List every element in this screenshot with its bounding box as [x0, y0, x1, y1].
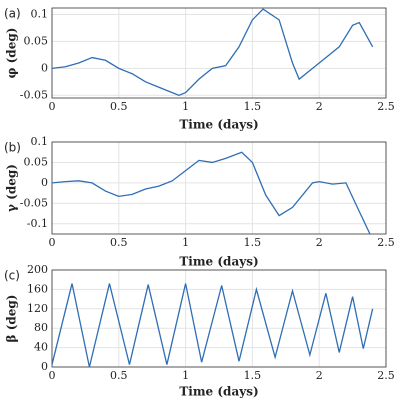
y-tick-label: 0.1	[31, 135, 49, 148]
panel-label: (b)	[4, 141, 21, 155]
x-tick-label: 1.5	[244, 236, 262, 249]
y-tick-label: 80	[34, 321, 48, 334]
x-axis-label: Time (days)	[179, 385, 258, 399]
x-tick-label: 0	[49, 100, 56, 113]
y-tick-label: 120	[27, 302, 48, 315]
y-tick-label: 0.05	[24, 34, 49, 47]
axes-box	[51, 141, 387, 235]
x-tick-label: 0.5	[110, 236, 128, 249]
x-tick-label: 2	[316, 100, 323, 113]
axes-box	[51, 269, 387, 368]
panel-label: (a)	[4, 7, 21, 21]
x-tick-label: 1	[182, 369, 189, 382]
x-tick-label: 0.5	[110, 369, 128, 382]
x-tick-label: 1	[182, 100, 189, 113]
x-tick-label: 1.5	[244, 369, 262, 382]
y-tick-label: 0.05	[24, 155, 49, 168]
x-tick-label: 1.5	[244, 100, 262, 113]
y-tick-label: 40	[34, 341, 48, 354]
y-axis-label: φ (deg)	[5, 28, 19, 79]
panel-label: (c)	[4, 269, 20, 283]
y-axis-label: β (deg)	[5, 295, 19, 343]
y-tick-label: 0.1	[31, 7, 49, 20]
x-axis-label: Time (days)	[179, 255, 258, 269]
y-tick-label: -0.1	[27, 217, 48, 230]
x-tick-label: 0	[49, 369, 56, 382]
x-tick-label: 2	[316, 236, 323, 249]
y-tick-label: -0.05	[20, 88, 48, 101]
x-tick-label: 2.5	[377, 236, 395, 249]
x-tick-label: 0.5	[110, 100, 128, 113]
x-tick-label: 2	[316, 369, 323, 382]
x-axis-label: Time (days)	[179, 118, 258, 132]
data-line	[51, 151, 371, 235]
y-tick-label: 200	[27, 263, 48, 276]
y-tick-label: 0	[41, 360, 48, 373]
data-line	[51, 8, 374, 97]
x-tick-label: 0	[49, 236, 56, 249]
x-tick-label: 1	[182, 236, 189, 249]
y-tick-label: 160	[27, 282, 48, 295]
x-tick-label: 2.5	[377, 100, 395, 113]
y-axis-label: γ (deg)	[5, 164, 19, 212]
axes-box	[51, 7, 387, 99]
y-tick-label: -0.05	[20, 196, 48, 209]
x-tick-label: 2.5	[377, 369, 395, 382]
data-line	[51, 283, 374, 368]
y-tick-label: 0	[41, 176, 48, 189]
y-tick-label: 0	[41, 61, 48, 74]
